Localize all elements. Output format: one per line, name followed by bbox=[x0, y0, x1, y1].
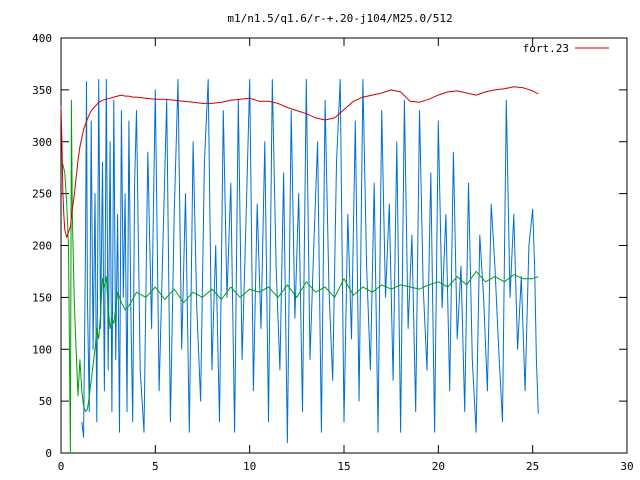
legend-label-fort-23: fort.23 bbox=[523, 42, 569, 55]
x-tick-label: 5 bbox=[152, 460, 159, 473]
axes: 0 50 100 150 200 250 300 350 400 0 5 10 15 20 25 30 bbox=[32, 32, 634, 473]
y-tick-label: 50 bbox=[39, 395, 52, 408]
x-tick-label: 25 bbox=[526, 460, 539, 473]
legend: fort.23 bbox=[523, 42, 609, 55]
y-tick-label: 250 bbox=[32, 188, 52, 201]
series-line-3 bbox=[81, 79, 539, 444]
x-tick-label: 20 bbox=[432, 460, 445, 473]
x-tick-label: 10 bbox=[243, 460, 256, 473]
y-tick-label: 200 bbox=[32, 240, 52, 253]
x-tick-label: 30 bbox=[620, 460, 633, 473]
x-tick-label: 15 bbox=[337, 460, 350, 473]
y-tick-label: 300 bbox=[32, 136, 52, 149]
y-tick-label: 400 bbox=[32, 32, 52, 45]
series-line-2 bbox=[60, 99, 539, 454]
series-group bbox=[60, 79, 539, 454]
chart-title: m1/n1.5/q1.6/r-+.20-j104/M25.0/512 bbox=[227, 12, 452, 25]
y-tick-label: 100 bbox=[32, 343, 52, 356]
y-tick-label: 0 bbox=[45, 447, 52, 460]
series-line-1 bbox=[60, 86, 539, 238]
y-tick-label: 350 bbox=[32, 84, 52, 97]
x-tick-label: 0 bbox=[58, 460, 65, 473]
y-tick-label: 150 bbox=[32, 291, 52, 304]
